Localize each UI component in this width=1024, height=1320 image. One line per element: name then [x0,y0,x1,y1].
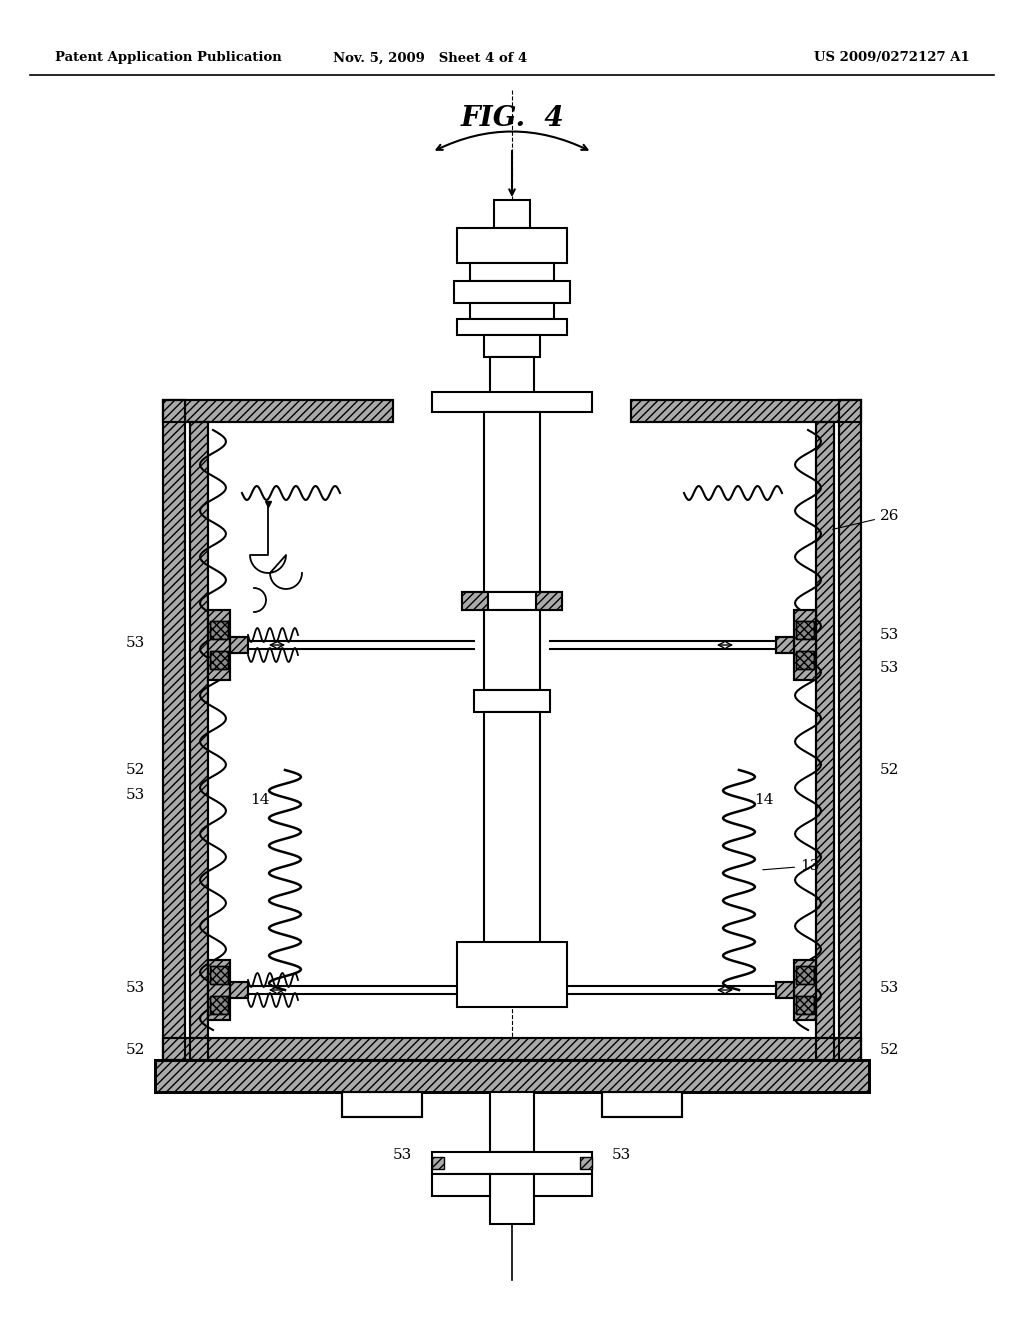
Bar [432,1152,592,1173]
Text: 53: 53 [880,628,899,642]
Bar [342,1092,422,1117]
Bar [208,960,230,1020]
Text: 31: 31 [517,1148,537,1162]
Text: 14: 14 [251,793,270,807]
Bar [210,997,228,1014]
Bar [839,400,861,1060]
Bar [457,942,567,1007]
Text: 53: 53 [126,788,145,803]
Bar [208,610,230,680]
Bar [230,638,248,653]
Bar [163,400,393,422]
Bar [208,960,230,1020]
Text: 53: 53 [612,1148,631,1162]
Bar [155,1060,869,1092]
Text: FIG.  4: FIG. 4 [460,104,564,132]
Text: 53: 53 [880,661,899,675]
Bar [816,422,834,1060]
Bar [536,591,562,610]
Text: 14: 14 [754,793,773,807]
Text: 52: 52 [126,1043,145,1057]
Bar [631,400,861,422]
Bar [163,1038,861,1060]
Bar [432,1173,490,1196]
Text: 53: 53 [880,981,899,995]
Bar [796,966,814,983]
Text: 26: 26 [833,510,899,529]
Bar [776,638,794,653]
Text: 13: 13 [763,859,819,873]
Bar [796,620,814,639]
Bar [484,610,540,690]
Bar [776,982,794,998]
Bar [432,1158,444,1170]
Bar [190,422,208,1060]
Bar [794,610,816,680]
Text: 52: 52 [126,763,145,777]
Bar [490,356,534,405]
Bar [155,1060,869,1092]
Bar [342,1092,422,1117]
Bar [474,690,550,711]
Bar [210,997,228,1014]
Bar [462,591,488,610]
Bar [631,400,861,422]
Bar [796,966,814,983]
Bar [457,319,567,335]
Bar [484,335,540,356]
Bar [484,412,540,591]
Text: 52: 52 [880,763,899,777]
Bar [490,1092,534,1152]
Bar [208,610,230,680]
Bar [490,1173,534,1224]
Bar [602,1092,682,1117]
Bar [210,651,228,669]
Bar [230,638,248,653]
Bar [230,982,248,998]
Bar [210,966,228,983]
Bar [796,620,814,639]
Bar [210,620,228,639]
Bar [190,422,208,1060]
Bar [794,960,816,1020]
Text: 53: 53 [393,1148,412,1162]
Bar [796,651,814,669]
Bar [839,400,861,1060]
Bar [163,400,185,1060]
Text: US 2009/0272127 A1: US 2009/0272127 A1 [814,51,970,65]
Bar [484,711,540,1002]
Bar [776,982,794,998]
Bar [796,997,814,1014]
Bar [794,960,816,1020]
Text: Patent Application Publication: Patent Application Publication [55,51,282,65]
Bar [534,1173,592,1196]
Bar [457,228,567,263]
Bar [816,422,834,1060]
Bar [210,620,228,639]
Bar [796,997,814,1014]
Bar [210,651,228,669]
Bar [580,1158,592,1170]
Text: 52: 52 [880,1043,899,1057]
Bar [462,591,562,610]
Bar [794,610,816,680]
Bar [602,1092,682,1117]
Bar [796,651,814,669]
Bar [494,201,530,228]
Text: 53: 53 [126,636,145,649]
Bar [210,966,228,983]
Text: Nov. 5, 2009   Sheet 4 of 4: Nov. 5, 2009 Sheet 4 of 4 [333,51,527,65]
Bar [230,982,248,998]
Bar [163,400,185,1060]
Bar [432,392,592,412]
Bar [163,1038,861,1060]
Bar [776,638,794,653]
Bar [470,304,554,319]
Bar [454,281,570,304]
Bar [163,400,393,422]
Text: 53: 53 [126,981,145,995]
Bar [470,263,554,281]
